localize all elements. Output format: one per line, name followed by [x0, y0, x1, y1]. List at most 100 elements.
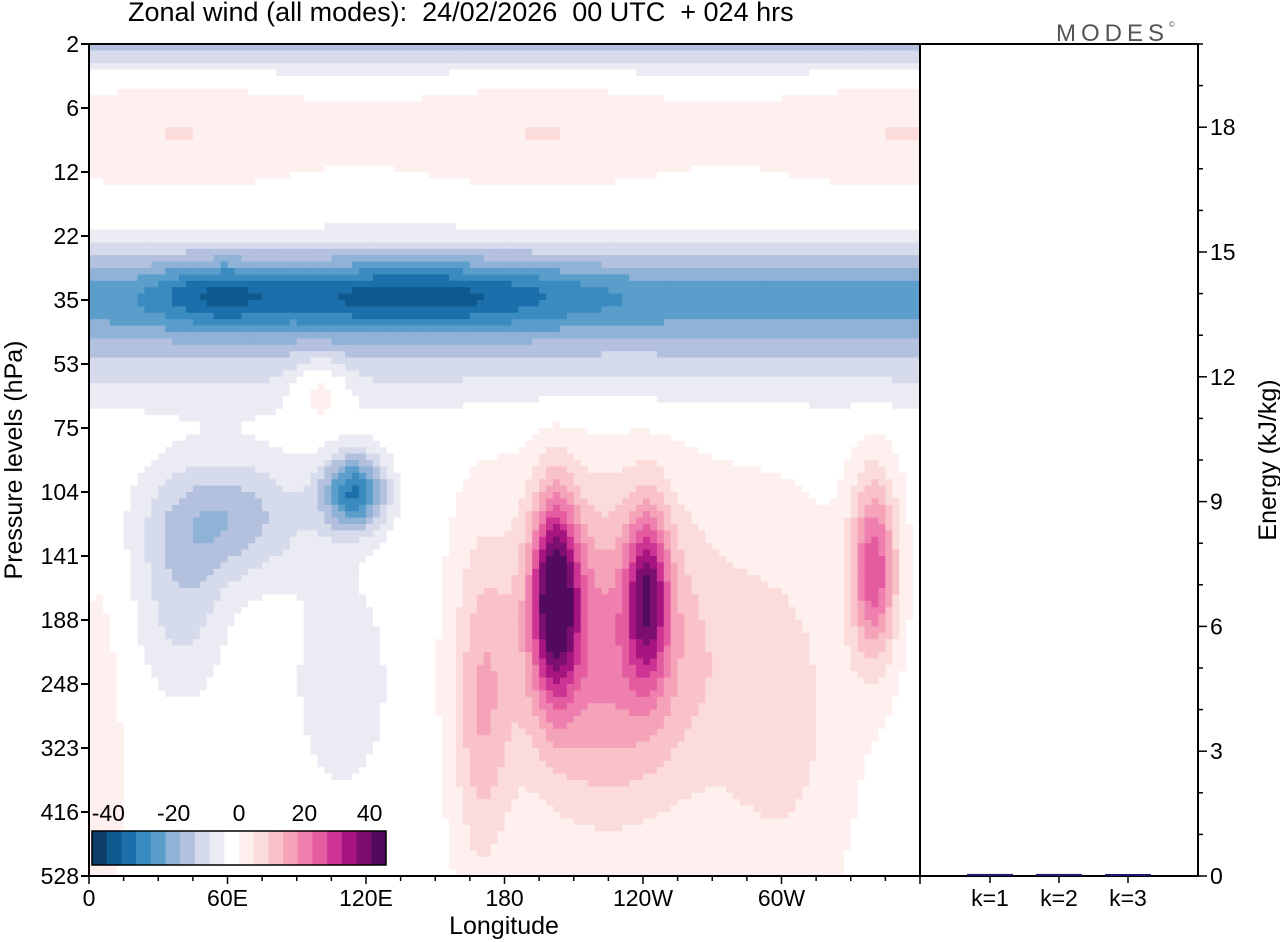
heat-cell: [103, 70, 111, 77]
heat-cell: [498, 57, 506, 64]
heat-cell: [214, 57, 222, 64]
heat-cell: [352, 140, 360, 147]
heat-cell: [754, 89, 762, 96]
heat-cell: [414, 114, 422, 121]
heat-cell: [525, 108, 533, 115]
heat-cell: [574, 121, 582, 128]
heat-cell: [311, 50, 319, 57]
heat-cell: [435, 63, 443, 70]
heat-cell: [103, 140, 111, 147]
heat-cell: [262, 134, 270, 141]
heat-cell: [872, 57, 880, 64]
heat-cell: [165, 134, 173, 141]
heat-cell: [380, 89, 388, 96]
heat-cell: [601, 140, 609, 147]
heat-cell: [546, 121, 554, 128]
heat-cell: [802, 121, 810, 128]
heat-cell: [200, 146, 208, 153]
heat-cell: [775, 121, 783, 128]
heat-cell: [588, 70, 596, 77]
heat-cell: [553, 76, 561, 83]
heat-cell: [671, 50, 679, 57]
heat-cell: [678, 76, 686, 83]
heat-cell: [338, 82, 346, 89]
heat-cell: [103, 82, 111, 89]
heat-cell: [311, 134, 319, 141]
heat-cell: [137, 76, 145, 83]
heat-cell: [678, 50, 686, 57]
heat-cell: [733, 140, 741, 147]
heat-cell: [615, 63, 623, 70]
heat-cell: [581, 140, 589, 147]
heat-cell: [865, 89, 873, 96]
heat-cell: [518, 76, 526, 83]
heat-cell: [498, 134, 506, 141]
heat-cell: [414, 102, 422, 109]
heat-cell: [96, 44, 104, 51]
heat-cell: [276, 89, 284, 96]
heat-cell: [802, 108, 810, 115]
heat-cell: [560, 108, 568, 115]
heat-cell: [719, 95, 727, 102]
heat-cell: [373, 50, 381, 57]
heat-cell: [505, 50, 513, 57]
heat-cell: [491, 121, 499, 128]
heat-cell: [477, 114, 485, 121]
heat-cell: [255, 82, 263, 89]
heat-cell: [477, 57, 485, 64]
heat-cell: [553, 89, 561, 96]
heat-cell: [747, 63, 755, 70]
heat-cell: [241, 63, 249, 70]
heat-cell: [892, 50, 900, 57]
heat-cell: [844, 82, 852, 89]
heat-cell: [574, 134, 582, 141]
heat-cell: [442, 146, 450, 153]
heat-cell: [726, 57, 734, 64]
heat-cell: [131, 127, 139, 134]
heat-cell: [823, 89, 831, 96]
heat-cell: [678, 134, 686, 141]
heat-cell: [560, 63, 568, 70]
heat-cell: [394, 121, 402, 128]
heat-cell: [137, 121, 145, 128]
heat-cell: [899, 95, 907, 102]
heat-cell: [698, 95, 706, 102]
heat-cell: [269, 127, 277, 134]
heat-cell: [532, 108, 540, 115]
heat-cell: [338, 127, 346, 134]
heat-cell: [491, 57, 499, 64]
heat-cell: [324, 76, 332, 83]
heat-cell: [428, 82, 436, 89]
heat-cell: [629, 95, 637, 102]
heat-cell: [117, 146, 125, 153]
heat-cell: [671, 127, 679, 134]
heat-cell: [373, 82, 381, 89]
heat-cell: [685, 76, 693, 83]
heat-cell: [484, 50, 492, 57]
heat-cell: [144, 108, 152, 115]
heat-cell: [345, 57, 353, 64]
heat-cell: [761, 63, 769, 70]
heat-cell: [414, 140, 422, 147]
heat-cell: [906, 108, 914, 115]
heat-cell: [712, 114, 720, 121]
heat-cell: [269, 121, 277, 128]
heat-cell: [844, 134, 852, 141]
heat-cell: [311, 114, 319, 121]
heat-cell: [186, 121, 194, 128]
heat-cell: [338, 57, 346, 64]
heat-cell: [214, 146, 222, 153]
heat-cell: [255, 50, 263, 57]
heat-cell: [733, 95, 741, 102]
heat-cell: [414, 82, 422, 89]
heat-cell: [643, 114, 651, 121]
heat-cell: [248, 63, 256, 70]
heat-cell: [740, 134, 748, 141]
heat-cell: [318, 82, 326, 89]
heat-cell: [366, 146, 374, 153]
heat-cell: [366, 63, 374, 70]
heat-cell: [89, 70, 97, 77]
heat-cell: [297, 44, 305, 51]
heat-cell: [754, 134, 762, 141]
heat-cell: [768, 57, 776, 64]
